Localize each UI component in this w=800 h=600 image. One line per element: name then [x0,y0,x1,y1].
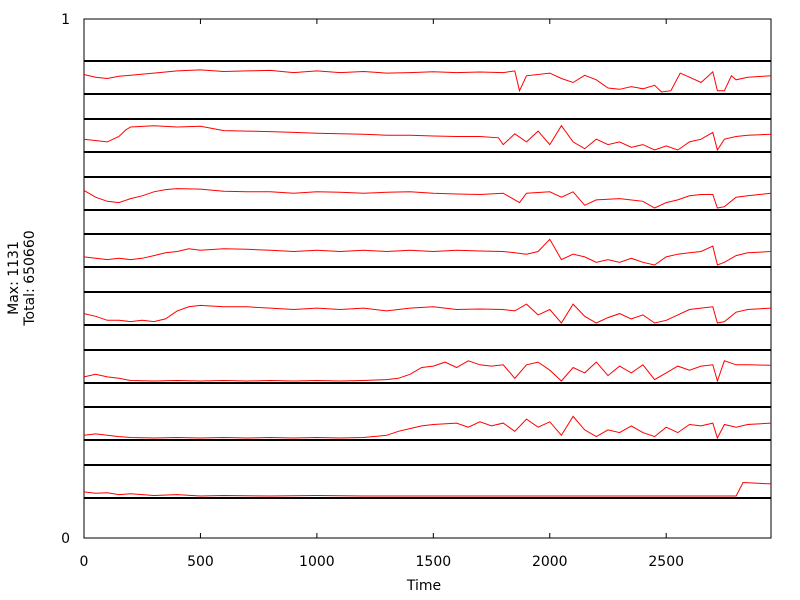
x-axis-label: Time [406,578,441,594]
x-axis-ticks: 0 500 1000 1500 2000 2500 [80,19,684,570]
band-lines [84,60,771,499]
y-axis-label-total: Total: 650660 [22,230,38,326]
series-band-8 [83,481,772,497]
x-tick-label-2500: 2500 [648,554,684,570]
y-axis-label-max: Max: 1131 [6,241,22,315]
series-band-3 [83,188,772,209]
series-band-5 [83,303,772,324]
x-tick-label-0: 0 [80,554,89,570]
x-tick-label-500: 500 [187,554,214,570]
plot-frame [83,18,772,539]
x-tick-label-1000: 1000 [299,554,335,570]
series-band-4 [83,238,772,266]
series-traces [83,69,772,497]
series-band-7 [83,415,772,440]
y-max-tick-label: 1 [61,12,70,28]
series-band-1 [83,69,772,93]
series-band-6 [83,360,772,383]
series-band-2 [83,124,772,152]
x-tick-label-1500: 1500 [416,554,452,570]
x-tick-label-2000: 2000 [532,554,568,570]
y-min-tick-label: 0 [61,531,70,547]
